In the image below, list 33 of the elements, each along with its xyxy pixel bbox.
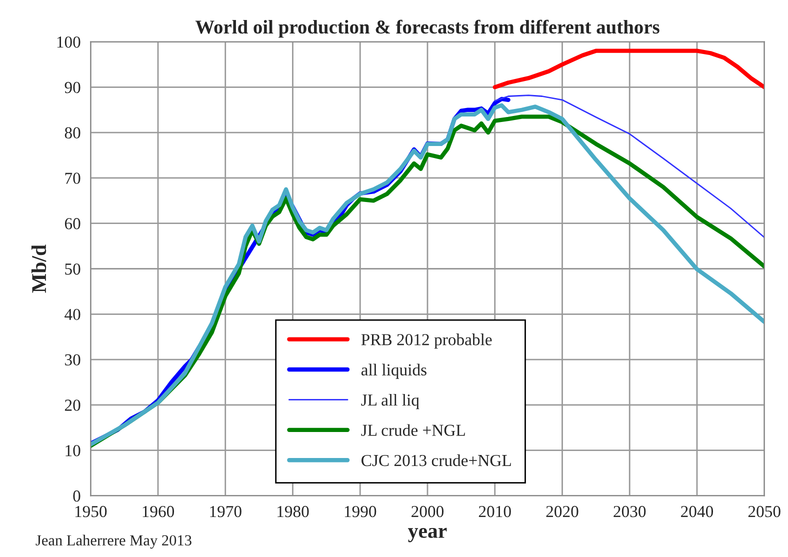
legend-label: JL all liq: [361, 394, 420, 410]
y-tick-label: 70: [65, 172, 80, 184]
x-axis-title: year: [408, 528, 447, 542]
x-tick-label: 1960: [142, 506, 174, 518]
y-tick-label: 60: [64, 218, 80, 230]
y-tick-label: 80: [64, 127, 80, 139]
x-tick-label: 2040: [681, 506, 714, 518]
legend-label: CJC 2013 crude+NGL: [362, 454, 511, 466]
line-series: [492, 48, 764, 90]
x-tick-label: 2030: [614, 506, 646, 518]
y-tick-label: 30: [65, 354, 80, 366]
x-tick-label: 1970: [210, 506, 242, 518]
text: Jean Laherrere May 2013: [36, 534, 192, 549]
legend-label: all liquids: [361, 364, 426, 379]
y-tick-label: 90: [64, 82, 80, 94]
y-tick-label: 10: [66, 445, 80, 456]
x-tick-label: 1950: [75, 506, 107, 518]
y-axis-title: Mb/d: [31, 244, 46, 293]
y-tick-label: 100: [57, 36, 80, 48]
y-tick-label: 0: [73, 490, 80, 502]
y-tick-label: 20: [64, 400, 80, 411]
chart-title: World oil production & forecasts from different authors: [195, 20, 660, 38]
x-tick-label: 2050: [748, 506, 780, 518]
line-series: [494, 94, 764, 238]
x-tick-label: 2020: [546, 506, 578, 518]
x-tick-label: 2000: [412, 506, 444, 518]
x-tick-label: 2010: [478, 506, 511, 518]
legend-label: JL crude +NGL: [361, 424, 465, 436]
legend-label: PRB 2012 probable: [361, 334, 492, 349]
y-tick-label: 40: [64, 308, 80, 320]
y-tick-label: 50: [65, 263, 80, 275]
x-tick-label: 1990: [344, 506, 376, 518]
x-tick-label: 1980: [278, 506, 309, 518]
